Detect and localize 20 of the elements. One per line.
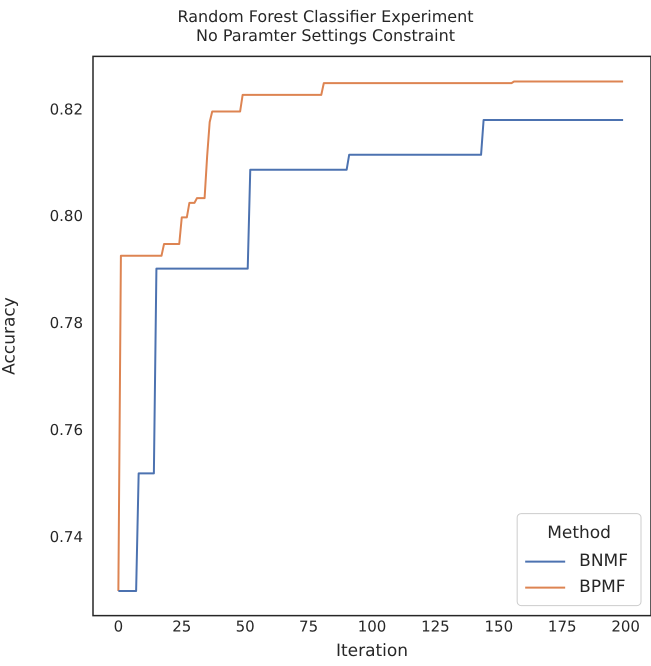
x-tick-label: 75 [299,617,318,636]
x-tick-label: 200 [611,617,640,636]
x-axis-title: Iteration [336,641,408,662]
x-tick-label: 0 [114,617,124,636]
x-tick-label: 175 [548,617,577,636]
y-axis-title: Accuracy [0,297,20,375]
legend-label: BNMF [579,551,628,572]
x-tick-label: 50 [236,617,255,636]
y-tick-label: 0.78 [50,314,83,332]
legend-label: BPMF [579,577,626,598]
legend-title: Method [547,523,611,544]
x-tick-label: 100 [358,617,386,636]
x-tick-label: 150 [484,617,514,636]
x-tick-label: 25 [172,617,192,636]
y-tick-label: 0.82 [50,100,83,118]
y-tick-label: 0.76 [50,421,83,440]
y-tick-label: 0.74 [50,528,83,546]
y-tick-label: 0.80 [50,207,83,226]
chart-title: Random Forest Classifier Experiment No Paramter Settings Constraint [177,6,474,45]
x-tick-label: 125 [421,617,450,636]
